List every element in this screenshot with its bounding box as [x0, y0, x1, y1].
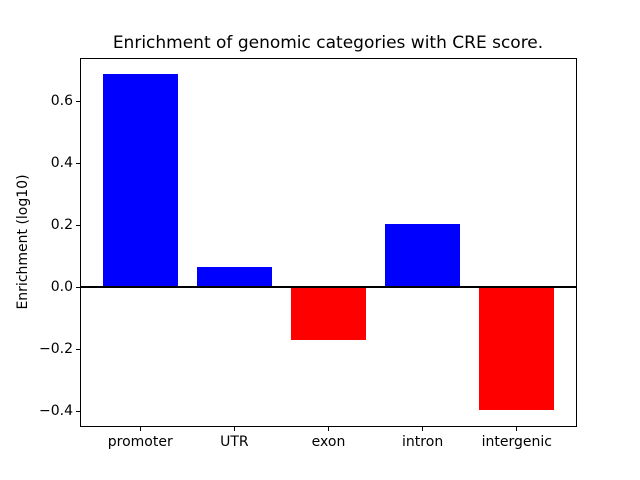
y-tick-label-0.0: 0.0 — [50, 279, 73, 296]
y-tick-label-−0.4: −0.4 — [39, 403, 73, 420]
y-tick-label-0.6: 0.6 — [50, 93, 73, 110]
y-axis-label: Enrichment (log10) — [15, 174, 31, 310]
x-tick-label-UTR: UTR — [220, 434, 249, 450]
x-tick-mark-UTR — [233, 427, 235, 431]
x-tick-mark-intron — [422, 427, 424, 431]
y-tick-label-0.2: 0.2 — [50, 217, 73, 234]
y-tick-label-0.4: 0.4 — [50, 155, 73, 172]
y-tick-label-−0.2: −0.2 — [39, 341, 73, 358]
x-tick-mark-exon — [328, 427, 329, 431]
plot-area — [80, 58, 577, 427]
x-tick-mark-intergenic — [516, 427, 518, 431]
chart-title: Enrichment of genomic categories with CR… — [112, 33, 544, 53]
x-tick-label-exon: exon — [311, 434, 346, 450]
x-tick-mark-promoter — [139, 427, 141, 431]
x-tick-label-promoter: promoter — [107, 434, 173, 450]
x-tick-label-intergenic: intergenic — [481, 434, 552, 450]
x-tick-label-intron: intron — [402, 434, 444, 450]
